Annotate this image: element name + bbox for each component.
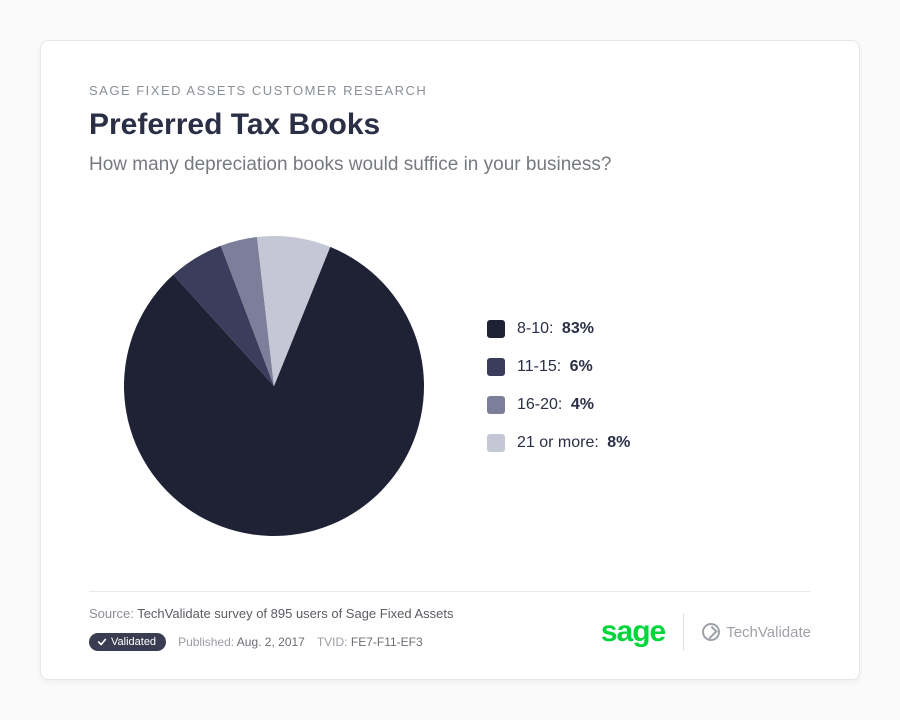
infographic-card: SAGE FIXED ASSETS CUSTOMER RESEARCH Pref…	[40, 40, 860, 680]
legend-value: 83%	[562, 320, 594, 337]
source-prefix: Source:	[89, 606, 134, 621]
source-line: Source: TechValidate survey of 895 users…	[89, 606, 453, 621]
validated-pill: Validated	[89, 633, 166, 651]
tvid-label: TVID:	[317, 635, 348, 649]
legend-label: 21 or more: 8%	[517, 434, 630, 452]
legend-label: 16-20: 4%	[517, 396, 594, 414]
check-icon	[97, 637, 107, 647]
tvid-meta: TVID: FE7-F11-EF3	[317, 635, 423, 649]
legend-label: 8-10: 83%	[517, 320, 594, 338]
published-label: Published:	[178, 635, 234, 649]
tvid-value: FE7-F11-EF3	[351, 635, 423, 649]
footer-left: Source: TechValidate survey of 895 users…	[89, 606, 453, 651]
legend-swatch	[487, 434, 505, 452]
chart-legend: 8-10: 83% 11-15: 6% 16-20: 4% 21 or more: 8…	[487, 320, 630, 452]
techvalidate-text: TechValidate	[726, 624, 811, 641]
page-title: Preferred Tax Books	[89, 108, 811, 142]
legend-value: 6%	[570, 358, 593, 375]
source-text: TechValidate survey of 895 users of Sage…	[137, 606, 453, 621]
eyebrow-text: SAGE FIXED ASSETS CUSTOMER RESEARCH	[89, 83, 811, 98]
vertical-divider	[683, 613, 684, 651]
chart-area: 8-10: 83% 11-15: 6% 16-20: 4% 21 or more: 8…	[89, 184, 811, 587]
techvalidate-logo: TechValidate	[702, 623, 811, 641]
sage-logo: sage	[601, 615, 665, 649]
legend-swatch	[487, 396, 505, 414]
published-meta: Published: Aug. 2, 2017	[178, 635, 305, 649]
legend-value: 4%	[571, 396, 594, 413]
meta-line: Validated Published: Aug. 2, 2017 TVID: …	[89, 633, 453, 651]
footer-right: sage TechValidate	[601, 613, 811, 651]
legend-label: 11-15: 6%	[517, 358, 593, 376]
legend-value: 8%	[607, 434, 630, 451]
published-value: Aug. 2, 2017	[237, 635, 305, 649]
legend-item: 16-20: 4%	[487, 396, 630, 414]
legend-item: 11-15: 6%	[487, 358, 630, 376]
subtitle-text: How many depreciation books would suffic…	[89, 154, 811, 176]
techvalidate-icon	[702, 623, 720, 641]
footer-divider: Source: TechValidate survey of 895 users…	[89, 591, 811, 651]
legend-item: 8-10: 83%	[487, 320, 630, 338]
card-footer: Source: TechValidate survey of 895 users…	[89, 606, 811, 651]
legend-swatch	[487, 358, 505, 376]
legend-item: 21 or more: 8%	[487, 434, 630, 452]
legend-swatch	[487, 320, 505, 338]
pie-chart	[119, 231, 429, 541]
validated-label: Validated	[111, 636, 156, 648]
